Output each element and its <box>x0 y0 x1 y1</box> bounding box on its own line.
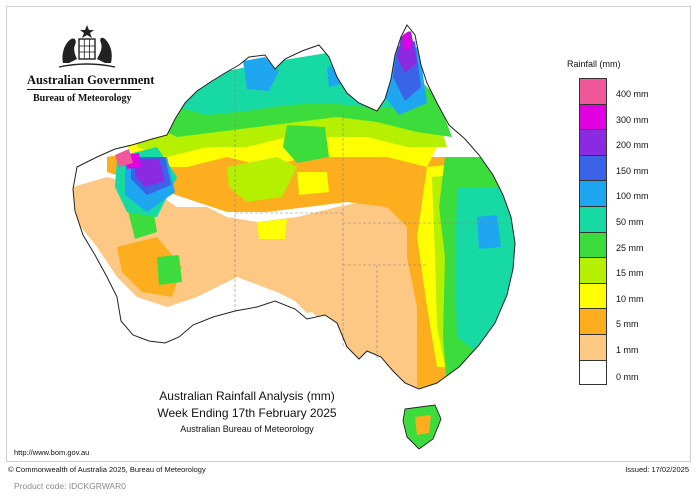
legend-swatch <box>579 180 607 206</box>
legend-label: 200 mm <box>616 140 649 151</box>
legend-label: 50 mm <box>616 217 644 228</box>
website-link[interactable]: http://www.bom.gov.au <box>14 448 90 457</box>
legend-swatch <box>579 103 607 130</box>
legend-swatch <box>579 333 607 360</box>
legend-label: 0 mm <box>616 371 639 382</box>
caption-period: Week Ending 17th February 2025 <box>157 406 337 420</box>
legend-title: Rainfall (mm) <box>567 59 621 69</box>
legend-swatch <box>579 257 607 283</box>
copyright-notice: © Commonwealth of Australia 2025, Bureau… <box>8 465 206 474</box>
legend-label: 1 mm <box>616 345 639 356</box>
caption-title: Australian Rainfall Analysis (mm) <box>159 389 335 403</box>
map-frame: Australian Government Bureau of Meteorol… <box>6 6 691 462</box>
caption-source: Australian Bureau of Meteorology <box>180 424 314 434</box>
legend-swatch <box>579 308 607 334</box>
issued-date: Issued: 17/02/2025 <box>625 465 689 474</box>
government-name: Australian Government <box>27 73 155 87</box>
rainfall-map <box>72 24 516 450</box>
legend-swatch <box>579 129 607 155</box>
legend-swatch <box>579 231 607 258</box>
bureau-name: Bureau of Meteorology <box>33 93 132 104</box>
legend-swatch <box>579 282 607 309</box>
legend-label: 15 mm <box>616 268 644 279</box>
state-borders <box>234 69 507 359</box>
legend-label: 300 mm <box>616 114 649 125</box>
product-code: Product code: IDCKGRWAR0 <box>14 481 126 491</box>
legend-swatch <box>579 154 607 181</box>
agency-divider <box>27 89 141 90</box>
legend-colorbar <box>579 78 607 386</box>
legend-swatch <box>579 359 607 386</box>
rainfall-fields <box>73 31 515 389</box>
coat-of-arms-icon <box>58 25 116 68</box>
legend-swatch <box>579 78 607 104</box>
coastline <box>72 24 516 390</box>
legend-label: 25 mm <box>616 242 644 253</box>
legend-label: 150 mm <box>616 165 649 176</box>
legend-swatch <box>579 205 607 232</box>
legend-label: 10 mm <box>616 293 644 304</box>
legend-label: 400 mm <box>616 89 649 100</box>
legend-label: 5 mm <box>616 319 639 330</box>
legend-label: 100 mm <box>616 191 649 202</box>
